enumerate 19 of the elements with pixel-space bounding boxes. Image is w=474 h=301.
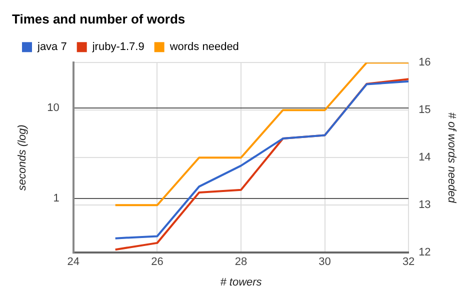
- y-tick-label: 1: [53, 192, 60, 204]
- legend-label: words needed: [168, 41, 239, 54]
- y-axis-title: seconds (log): [16, 124, 29, 191]
- y2-axis-title: # of words needed: [445, 112, 458, 204]
- legend-label: jruby-1.7.9: [91, 41, 144, 54]
- y2-tick-label: 12: [418, 246, 431, 259]
- y2-tick-label: 14: [418, 152, 431, 164]
- y2-tick-label: 15: [418, 104, 431, 116]
- x-tick-label: 28: [234, 256, 248, 268]
- y-tick-label: 10: [47, 102, 60, 114]
- legend-label: java 7: [36, 41, 67, 54]
- x-tick-label: 32: [402, 256, 415, 268]
- x-tick-label: 26: [151, 256, 164, 268]
- y2-tick-label: 13: [418, 199, 431, 212]
- chart-title: Times and number of words: [12, 11, 186, 26]
- y2-tick-label: 16: [418, 56, 431, 69]
- x-tick-label: 30: [318, 256, 331, 268]
- x-axis-title: # towers: [220, 276, 262, 288]
- x-tick-label: 24: [67, 256, 80, 268]
